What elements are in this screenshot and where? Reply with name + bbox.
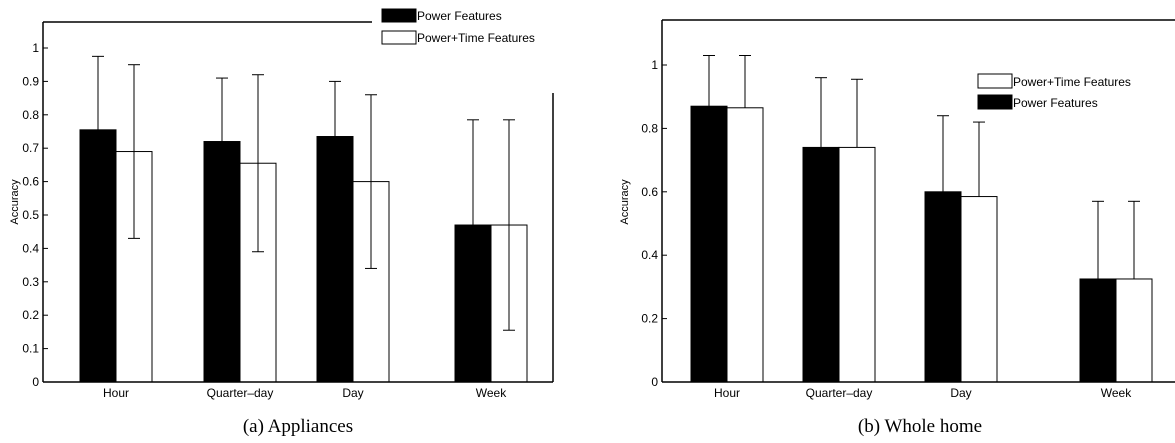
x-tick-label: Day xyxy=(950,386,971,400)
legend-label-power-time: Power+Time Features xyxy=(417,31,535,45)
bar-power-features xyxy=(1079,278,1117,383)
y-tick-label: 0.1 xyxy=(22,342,39,356)
bar-power-time-features xyxy=(1115,278,1153,383)
bar-power-time-features xyxy=(838,146,876,383)
y-tick-label: 0.6 xyxy=(22,175,39,189)
bar-power-features xyxy=(203,141,241,383)
legend-swatch-power-time xyxy=(381,30,417,45)
caption-whole-home: (b) Whole home xyxy=(858,416,982,437)
bar-power-features xyxy=(454,224,492,383)
y-tick-label: 0.5 xyxy=(22,208,39,222)
legend-swatch-power-time xyxy=(977,73,1013,89)
bar-power-features xyxy=(924,191,962,383)
x-tick-label: Day xyxy=(342,386,363,400)
y-tick-label: 0.2 xyxy=(641,312,658,326)
y-tick-label: 0 xyxy=(32,375,39,389)
legend: Power+Time Features Power Features xyxy=(977,73,1131,110)
y-tick-label: 0.2 xyxy=(22,308,39,322)
y-tick-label: 0.9 xyxy=(22,74,39,88)
x-tick-label: Week xyxy=(476,386,507,400)
legend-swatch-power xyxy=(977,94,1013,110)
y-tick-label: 0.6 xyxy=(641,185,658,199)
y-tick-label: 1 xyxy=(651,58,658,72)
bar-power-time-features xyxy=(726,107,764,383)
y-tick-label: 0.3 xyxy=(22,275,39,289)
y-tick-label: 0.7 xyxy=(22,141,39,155)
x-tick-label: Hour xyxy=(103,386,129,400)
bar-power-features xyxy=(79,129,117,383)
bar-power-features xyxy=(690,105,728,383)
y-tick-label: 1 xyxy=(32,41,39,55)
y-tick-label: 0.4 xyxy=(641,248,658,262)
x-tick-label: Week xyxy=(1101,386,1132,400)
bar-power-time-features xyxy=(960,196,998,383)
chart-whole-home: 0 0.2 0.4 0.6 0.8 1 Hour Quarter–day Day Week Ac… xyxy=(619,19,1175,437)
y-axis-label: Accuracy xyxy=(9,179,21,225)
y-tick-label: 0 xyxy=(651,375,658,389)
x-tick-label: Quarter–day xyxy=(806,386,873,400)
legend-swatch-power xyxy=(381,8,417,23)
y-tick-label: 0.8 xyxy=(22,108,39,122)
x-tick-label: Hour xyxy=(714,386,740,400)
chart-appliances: 0 0.1 0.2 0.3 0.4 0.5 0.6 0.7 0.8 0.9 1 Hour Quarte… xyxy=(9,8,554,437)
y-axis-label: Accuracy xyxy=(619,179,631,225)
legend-label-power: Power Features xyxy=(1013,96,1098,110)
x-tick-label: Quarter–day xyxy=(207,386,274,400)
caption-appliances: (a) Appliances xyxy=(243,416,353,437)
y-tick-label: 0.4 xyxy=(22,241,39,255)
legend-label-power: Power Features xyxy=(417,9,502,23)
bar-power-features xyxy=(316,136,354,383)
y-tick-label: 0.8 xyxy=(641,121,658,135)
legend-label-power-time: Power+Time Features xyxy=(1013,75,1131,89)
bar-power-features xyxy=(802,146,840,383)
legend: Power Features Power+Time Features xyxy=(381,8,535,45)
